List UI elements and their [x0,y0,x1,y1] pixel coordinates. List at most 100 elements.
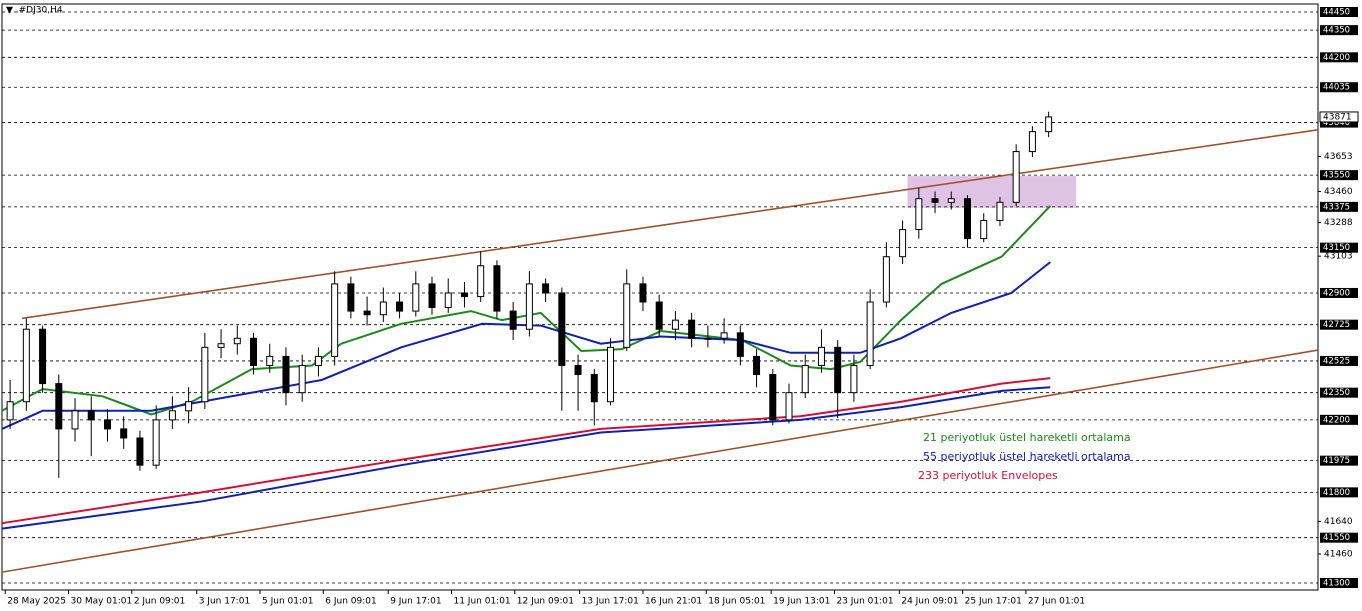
x-tick-label: 23 Jun 01:01 [836,597,893,607]
level-label: 43150 [1323,243,1350,253]
y-tick-label: 43460 [1324,187,1353,197]
candle-body [120,428,128,439]
candle-body [331,283,339,357]
indicator-line [1,377,1051,525]
candle-body [753,355,761,376]
level-label-box [1320,7,1358,17]
candle-body [266,355,274,366]
candle-body [542,283,550,294]
candle-body [347,283,355,312]
candle-body [834,346,842,394]
candle-body [736,332,744,357]
level-label: 44035 [1323,83,1350,93]
x-tick-label: 11 Jun 01:01 [453,597,510,607]
candle-body [980,219,988,240]
level-label-box [1320,242,1358,253]
candle-body [103,419,111,430]
x-tick-label: 5 Jun 01:01 [262,597,313,607]
x-tick-label: 30 May 01:01 [71,597,133,607]
level-label-box [1320,578,1358,588]
envelope-lower [1,386,1051,530]
legend-entry: 233 periyotluk Envelopes [918,469,1058,482]
candle-body [477,265,485,298]
candle-body [250,337,258,366]
candle-body [136,437,144,466]
level-label-box [1320,532,1358,543]
candle-body [996,201,1004,221]
x-tick-label: 12 Jun 09:01 [517,597,574,607]
x-tick-label: 2 Jun 09:01 [134,597,185,607]
candle-body [590,374,598,403]
candle-body [574,364,582,376]
plot-frame [1,3,1319,591]
level-label-box [1320,319,1358,330]
candle-body [639,283,647,303]
x-tick-label: 13 Jun 17:01 [582,597,639,607]
y-tick-label: 43653 [1324,152,1353,162]
candle-body [623,283,631,348]
candle-body [817,346,825,366]
candle-body [460,292,468,298]
candle-body [298,364,306,394]
x-tick-label: 19 Jun 13:01 [773,597,830,607]
candle-body [688,319,696,339]
level-label-box [1320,117,1358,128]
candle-body [6,401,14,421]
level-label-box [1320,355,1358,366]
level-label-box [1320,170,1358,181]
candle-body [493,265,501,312]
candle-body [1045,116,1053,133]
candle-body [899,229,907,258]
candle-body [1028,131,1036,153]
candle-body [185,401,193,412]
candle-body [314,355,322,366]
x-tick-label: 16 Jun 21:01 [645,597,702,607]
level-label: 42525 [1323,356,1350,366]
candle-body [801,364,809,394]
level-label: 43840 [1323,118,1350,128]
candle-body [168,410,176,421]
x-tick-label: 28 May 2025 [7,597,66,607]
candle-body [769,374,777,421]
candle-body [282,355,290,394]
legend-entry: 21 periyotluk üstel hareketli ortalama [923,431,1131,444]
candle-body [412,283,420,312]
level-label-box [1320,287,1358,298]
level-label-box [1320,25,1358,36]
last-price: 43871 [1323,112,1352,122]
candle-body [233,337,241,345]
level-label: 44450 [1323,8,1350,18]
candle-body [152,419,160,466]
candle-body [785,392,793,421]
candle-body [915,198,923,231]
candle-body [558,292,566,366]
trendline [22,129,1319,320]
x-tick-label: 27 Jun 01:01 [1028,597,1085,607]
candle-body [655,301,663,330]
candle-body [963,198,971,240]
level-label: 41800 [1323,488,1350,498]
indicator-line [1,261,1051,430]
level-label: 43550 [1323,171,1350,181]
x-tick-label: 18 Jun 05:01 [708,597,765,607]
candle-body [201,346,209,403]
x-tick-label: 24 Jun 09:01 [901,597,958,607]
candle-body [947,198,955,203]
candle-body [428,283,436,308]
candle-body [217,343,225,348]
level-label-box [1320,52,1358,63]
x-tick-label: 9 Jun 17:01 [390,597,441,607]
candle-body [444,292,452,308]
level-label-box [1320,487,1358,498]
candle-body [363,310,371,316]
level-label: 44200 [1323,53,1350,63]
level-label: 44350 [1323,26,1350,36]
candle-body [931,198,939,203]
level-label: 41300 [1323,579,1350,589]
zone [907,176,1077,208]
x-tick-label: 25 Jun 17:01 [965,597,1022,607]
last-price-box [1319,111,1359,123]
level-label: 42725 [1323,320,1350,330]
candle-body [525,283,533,330]
